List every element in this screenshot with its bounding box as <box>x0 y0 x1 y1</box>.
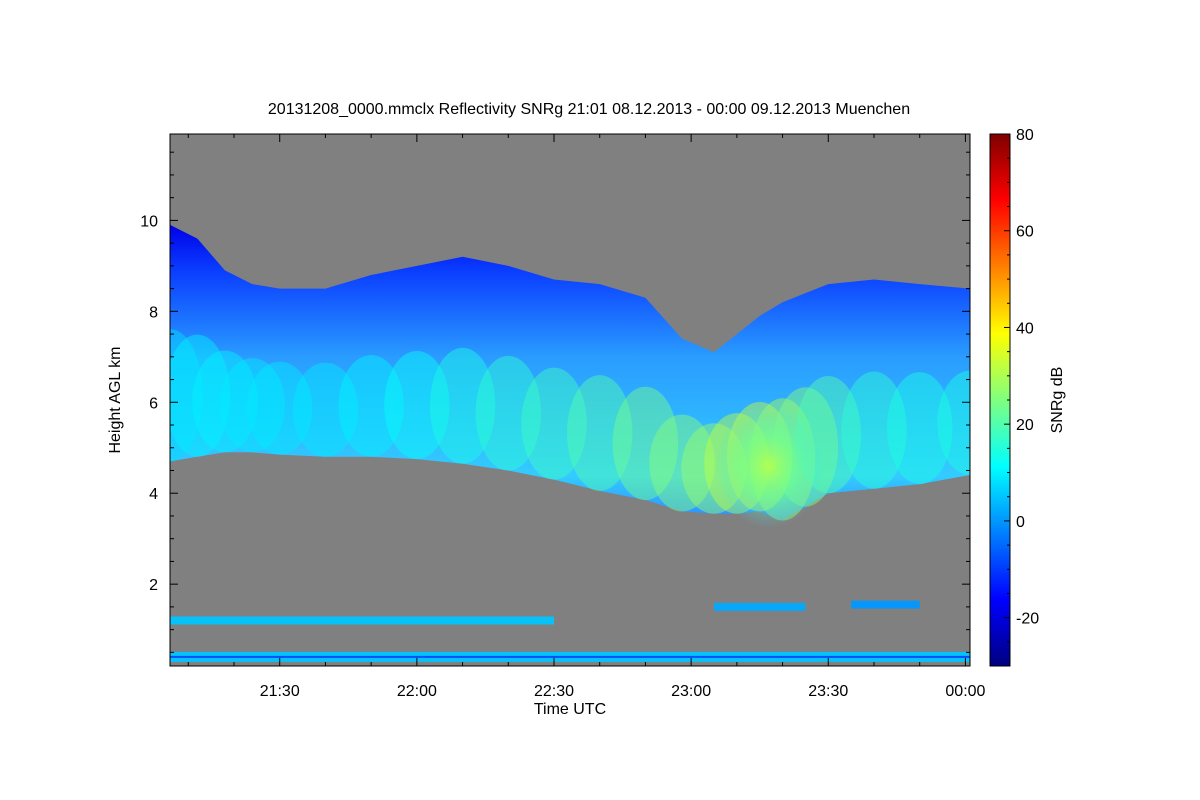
cloud-intensity-cell <box>384 350 450 460</box>
cloud-intensity-cell <box>567 375 633 491</box>
low-layer <box>714 602 806 611</box>
cloud-intensity-cell <box>338 355 404 457</box>
colorbar-axis: -20 0 20 40 60 80 <box>1004 127 1039 667</box>
cloud-intensity-cell <box>887 372 953 485</box>
colorbar-tick-label: 20 <box>1016 417 1034 434</box>
cloud-intensity-cell <box>841 371 907 489</box>
y-tick-label: 4 <box>149 486 158 503</box>
x-tick-label: 22:30 <box>534 683 574 700</box>
cloud-intensity-cell <box>649 414 715 512</box>
x-axis: 21:30 22:00 22:30 23:00 23:30 00:00 <box>187 134 986 700</box>
x-tick-label: 21:30 <box>260 683 300 700</box>
cloud-intensity-cell <box>612 386 679 501</box>
y-tick-label: 6 <box>149 395 158 412</box>
heatmap-layer <box>170 224 970 662</box>
x-tick-label: 23:30 <box>808 683 848 700</box>
x-axis-label: Time UTC <box>534 701 606 718</box>
cloud-intensity-cell <box>219 358 285 453</box>
chart-title: 20131208_0000.mmclx Reflectivity SNRg 21… <box>268 101 910 118</box>
low-layer <box>170 616 554 625</box>
plot-frame <box>169 133 971 667</box>
cloud-intensity-cell <box>937 370 970 475</box>
ground-clutter-line <box>170 655 970 658</box>
cloud-intensity-cell <box>170 334 231 457</box>
colorbar-tick-label: -20 <box>1016 611 1039 628</box>
plot-area <box>169 133 971 667</box>
colorbar-label: SNRg dB <box>1049 367 1066 434</box>
colorbar-tick-label: 60 <box>1016 224 1034 241</box>
cloud-intensity-cell <box>521 367 587 480</box>
y-tick-label: 2 <box>149 577 158 594</box>
cloud-intensity-cell <box>170 329 203 462</box>
colorbar-tick-label: 0 <box>1016 514 1025 531</box>
y-tick-label: 8 <box>149 304 158 321</box>
cloud-core <box>713 403 824 528</box>
y-axis: 2 4 6 8 10 <box>140 151 970 653</box>
cloud-intensity-cell <box>475 355 541 471</box>
cloud-intensity-cell <box>292 362 359 457</box>
colorbar: -20 0 20 40 60 80 SNRg dB <box>989 127 1066 667</box>
cloud-intensity-cell <box>192 350 258 453</box>
cloud-intensity-cell <box>247 361 313 455</box>
y-tick-label: 10 <box>140 213 158 230</box>
x-tick-label: 22:00 <box>397 683 437 700</box>
colorbar-tick-label: 80 <box>1016 127 1034 144</box>
cloud-intensity-cell <box>429 347 496 464</box>
low-layer <box>851 600 920 609</box>
x-tick-label: 00:00 <box>945 683 985 700</box>
y-axis-label: Height AGL km <box>107 346 124 453</box>
x-tick-label: 23:00 <box>671 683 711 700</box>
colorbar-tick-label: 40 <box>1016 320 1034 337</box>
